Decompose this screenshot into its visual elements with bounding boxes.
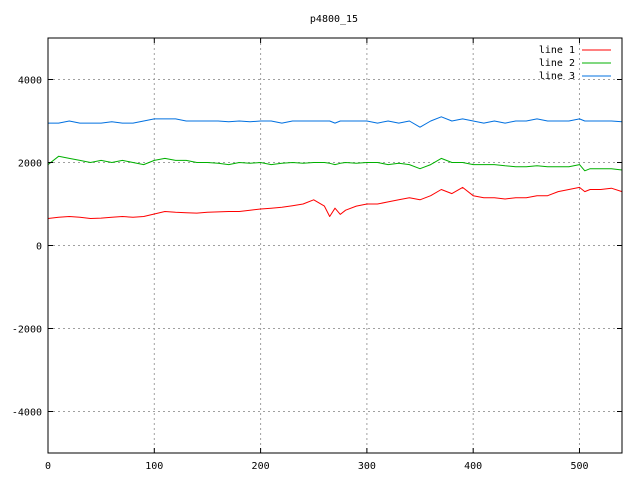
legend: line 1 line 2 line 3 bbox=[539, 45, 611, 82]
x-tick-label: 200 bbox=[252, 461, 270, 472]
x-tick-label: 300 bbox=[358, 461, 376, 472]
axis-ticks: 0 100 200 300 400 500 -4000 -2000 0 2000 4000 bbox=[12, 38, 622, 472]
series-line-3 bbox=[48, 116, 623, 128]
grid bbox=[48, 38, 622, 453]
x-tick-label: 500 bbox=[570, 461, 588, 472]
legend-label-1: line 1 bbox=[539, 45, 575, 56]
x-tick-label: 100 bbox=[145, 461, 163, 472]
series-line-1 bbox=[47, 186, 623, 219]
x-tick-label: 0 bbox=[45, 461, 51, 472]
chart-title: p4800_15 bbox=[310, 14, 358, 25]
y-tick-label: -2000 bbox=[12, 325, 42, 336]
y-tick-label: -4000 bbox=[12, 408, 42, 419]
legend-label-2: line 2 bbox=[539, 58, 575, 69]
legend-label-3: line 3 bbox=[539, 71, 575, 82]
y-tick-label: 0 bbox=[36, 242, 42, 253]
series-line-2 bbox=[47, 155, 623, 172]
y-tick-label: 4000 bbox=[18, 76, 42, 87]
y-tick-label: 2000 bbox=[18, 159, 42, 170]
x-tick-label: 400 bbox=[464, 461, 482, 472]
series-layer bbox=[47, 116, 623, 219]
